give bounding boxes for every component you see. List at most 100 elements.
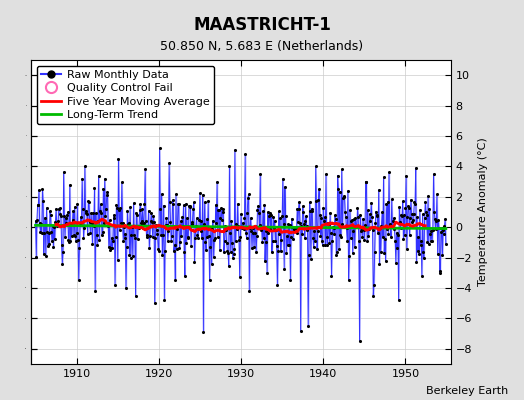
Point [194,225,203,232]
Point [358,234,366,240]
Point [313,246,321,252]
Point [233,200,242,207]
Point [88,241,96,247]
Point [112,202,121,208]
Point [125,219,133,226]
Point [148,234,157,240]
Point [332,252,341,258]
Point [41,214,49,221]
Point [286,277,294,284]
Point [354,214,363,220]
Point [205,232,213,239]
Point [249,230,258,236]
Point [149,213,158,220]
Point [274,248,282,254]
Point [84,198,92,204]
Point [47,229,56,236]
Point [114,257,122,263]
Point [145,207,153,214]
Point [341,208,350,215]
Point [422,208,430,215]
Point [338,221,346,228]
Point [417,238,425,245]
Point [73,201,82,208]
Point [170,242,179,248]
Point [381,258,390,264]
Point [438,252,446,258]
Point [361,221,369,228]
Point [270,218,279,224]
Point [200,221,208,228]
Point [90,185,99,191]
Point [226,248,235,255]
Point [129,200,138,206]
Point [248,245,256,251]
Point [394,232,402,238]
Point [192,215,201,221]
Point [163,237,172,244]
Point [157,191,166,197]
Point [256,171,265,177]
Point [152,227,161,234]
Point [242,234,250,241]
Point [253,207,261,213]
Point [181,273,189,279]
Point [313,228,322,234]
Point [90,223,98,230]
Point [420,215,429,222]
Point [315,212,324,218]
Point [242,230,250,236]
Point [59,249,67,255]
Point [172,245,181,252]
Point [304,323,312,329]
Point [244,191,253,198]
Point [194,235,202,242]
Point [301,235,309,242]
Point [79,205,87,212]
Point [330,231,339,237]
Point [386,222,395,228]
Point [189,206,197,212]
Point [134,236,142,242]
Point [324,219,332,226]
Point [147,210,156,216]
Point [439,226,447,233]
Point [217,217,226,224]
Point [232,220,241,227]
Point [74,277,83,283]
Point [196,190,204,196]
Point [94,218,102,224]
Point [375,187,383,193]
Point [362,178,370,185]
Point [36,220,44,226]
Point [139,221,147,227]
Point [422,212,431,218]
Point [410,199,419,206]
Point [85,218,94,225]
Point [283,242,292,249]
Point [160,297,169,303]
Point [267,212,276,219]
Point [279,221,288,228]
Point [121,231,129,237]
Point [409,211,418,218]
Point [303,223,312,230]
Point [337,234,345,240]
Point [208,260,216,267]
Point [49,223,57,229]
Point [323,242,332,249]
Point [70,232,78,238]
Point [178,214,187,220]
Point [318,238,326,245]
Point [353,205,362,211]
Point [177,232,185,239]
Point [371,220,379,226]
Point [79,235,88,241]
Point [93,242,101,248]
Point [401,205,410,211]
Point [203,216,211,223]
Point [159,202,168,209]
Point [65,239,73,245]
Point [309,234,317,241]
Point [195,217,203,224]
